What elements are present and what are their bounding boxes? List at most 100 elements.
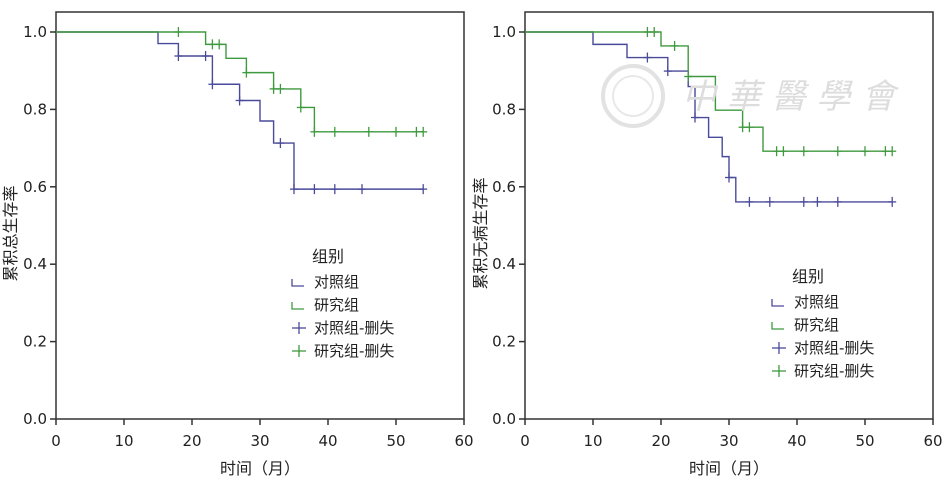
y-axis-label: 累积总生存率 xyxy=(1,185,20,281)
watermark-text: 中 華 醫 學 會 xyxy=(682,77,900,117)
censor-mark-study xyxy=(799,146,808,157)
censor-mark-study xyxy=(419,126,428,137)
y-tick-label: 0.6 xyxy=(23,178,47,196)
legend-line-swatch xyxy=(291,279,304,287)
y-tick-label: 0.0 xyxy=(23,410,47,428)
x-tick-label: 40 xyxy=(318,432,337,450)
x-axis-label: 时间（月） xyxy=(689,459,769,478)
survival-curve-study xyxy=(525,31,893,152)
legend-entry: 对照组 xyxy=(794,293,839,311)
censor-mark-control xyxy=(663,66,672,77)
legend-entry: 对照组-删失 xyxy=(794,339,874,357)
watermark-seal-inner xyxy=(612,75,654,117)
x-tick-label: 60 xyxy=(454,432,473,450)
y-tick-label: 0.0 xyxy=(492,410,516,428)
censor-mark-study xyxy=(269,83,278,94)
x-tick-label: 0 xyxy=(51,432,61,450)
censor-mark-study xyxy=(650,27,659,37)
censor-mark-control xyxy=(310,184,319,195)
y-tick-label: 0.4 xyxy=(23,255,47,273)
legend-title: 组别 xyxy=(792,267,824,286)
x-tick-label: 10 xyxy=(583,432,602,450)
watermark-seal xyxy=(601,64,665,128)
chart-panel-2: 0 10 20 30 40 50 60 0.0 0.2 0.4 0.6 0.8 1.0 时间（月） 累积无病… xyxy=(471,11,943,478)
y-tick-label: 0.8 xyxy=(23,100,47,118)
censor-mark-control xyxy=(813,196,822,207)
censor-mark-control xyxy=(799,196,808,207)
censor-mark-study xyxy=(684,71,693,82)
censor-mark-study xyxy=(242,67,251,78)
censor-mark-control xyxy=(725,172,733,183)
censor-mark-control xyxy=(745,196,754,207)
x-tick-label: 10 xyxy=(114,432,133,450)
censor-mark-study xyxy=(208,39,217,50)
chart-panel-1: 0 10 20 30 40 50 60 0.0 0.2 0.4 0.6 0.8 1.0 时间（月） 累积总生… xyxy=(1,11,474,478)
legend-entry: 研究组-删失 xyxy=(794,362,874,380)
censor-mark-study xyxy=(174,27,183,37)
censor-mark-study xyxy=(330,126,339,137)
censor-mark-study xyxy=(888,146,897,157)
y-tick-label: 1.0 xyxy=(23,23,47,41)
legend-line-swatch xyxy=(291,302,304,310)
x-tick-label: 30 xyxy=(250,432,269,450)
x-tick-label: 60 xyxy=(923,432,942,450)
x-tick-label: 50 xyxy=(386,432,405,450)
survival-curve-study xyxy=(56,31,424,133)
censor-mark-control xyxy=(276,138,285,149)
x-axis-label: 时间（月） xyxy=(220,459,300,478)
y-tick-label: 1.0 xyxy=(492,23,516,41)
legend-line-swatch xyxy=(771,322,784,330)
censor-mark-study xyxy=(364,126,373,137)
x-tick-label: 20 xyxy=(651,432,670,450)
y-tick-label: 0.6 xyxy=(492,178,516,196)
legend-entry: 研究组-删失 xyxy=(314,342,394,360)
censor-mark-study xyxy=(643,27,652,37)
censor-mark-study xyxy=(670,40,679,51)
censor-mark-study xyxy=(772,146,781,157)
censor-mark-control xyxy=(201,50,210,61)
censor-mark-control xyxy=(174,50,183,61)
legend-entry: 对照组 xyxy=(314,273,359,291)
censor-mark-control xyxy=(643,52,652,63)
plot-frame xyxy=(524,11,934,420)
survival-curve-control xyxy=(56,31,424,190)
x-tick-label: 30 xyxy=(719,432,738,450)
censor-mark-study xyxy=(412,126,421,137)
legend-entry: 研究组 xyxy=(314,296,359,314)
censor-mark-study xyxy=(215,39,224,50)
censor-mark-control xyxy=(358,184,366,195)
censor-mark-control xyxy=(888,196,897,207)
censor-mark-control xyxy=(833,196,842,207)
watermark: 中 華 醫 學 會 xyxy=(601,64,900,128)
x-tick-label: 20 xyxy=(182,432,201,450)
y-tick-label: 0.2 xyxy=(492,333,516,351)
y-tick-label: 0.4 xyxy=(492,255,516,273)
censor-mark-study xyxy=(310,126,319,137)
censor-mark-study xyxy=(881,146,890,157)
legend-line-swatch xyxy=(771,299,784,307)
y-tick-label: 0.8 xyxy=(492,100,516,118)
censor-mark-study xyxy=(392,126,400,137)
censor-mark-study xyxy=(833,146,842,157)
y-axis-label: 累积无病生存率 xyxy=(471,177,490,289)
censor-mark-control xyxy=(765,196,774,207)
y-tick-label: 0.2 xyxy=(23,333,47,351)
legend-entry: 对照组-删失 xyxy=(314,319,394,337)
censor-mark-control xyxy=(208,79,217,90)
censor-mark-study xyxy=(296,102,305,113)
legend-title: 组别 xyxy=(312,247,344,266)
x-tick-label: 0 xyxy=(520,432,530,450)
censor-mark-control xyxy=(691,112,699,123)
x-tick-label: 40 xyxy=(787,432,806,450)
censor-mark-study xyxy=(745,122,754,133)
censor-mark-control xyxy=(235,95,244,106)
censor-mark-study xyxy=(861,146,869,157)
censor-mark-study xyxy=(276,83,285,94)
censor-mark-study xyxy=(779,146,788,157)
censor-mark-study xyxy=(738,122,747,133)
legend-entry: 研究组 xyxy=(794,316,839,334)
x-tick-label: 50 xyxy=(855,432,874,450)
